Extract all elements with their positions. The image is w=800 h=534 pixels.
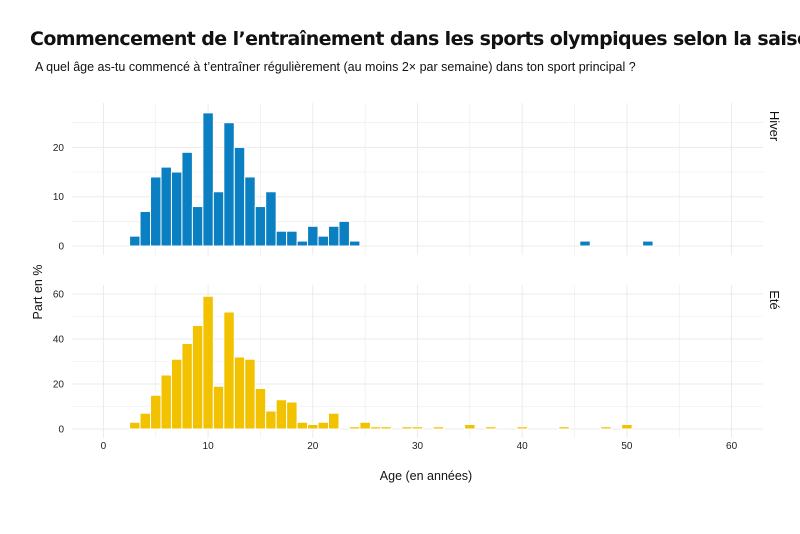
bar: [212, 191, 225, 247]
panel-0: 0 10 20 Hiver: [53, 103, 782, 255]
bar: [139, 210, 152, 247]
bar: [485, 426, 497, 430]
bar: [464, 424, 476, 430]
bar: [348, 240, 361, 247]
bar: [338, 220, 350, 247]
bar: [380, 426, 392, 430]
bar: [191, 206, 204, 247]
bar: [223, 311, 235, 430]
bar: [307, 225, 319, 247]
bar: [244, 176, 256, 247]
chart-subtitle: A quel âge as-tu commencé à t’entraîner …: [35, 60, 636, 74]
bar: [296, 240, 309, 247]
x-tick-label: 0: [101, 441, 107, 452]
x-axis-title: Age (en années): [380, 469, 472, 483]
panels: 0 10 20 Hiver 0 20 40 60 Eté: [53, 103, 782, 438]
bar: [307, 424, 319, 430]
bar: [244, 358, 256, 430]
bar: [150, 394, 162, 430]
bar: [170, 358, 183, 430]
bar: [233, 146, 246, 247]
x-tick-label: 20: [307, 441, 319, 452]
bar: [275, 230, 288, 247]
y-tick-label: 0: [58, 425, 64, 436]
bar: [202, 295, 214, 430]
x-axis: 0 10 20 30 40 50 60: [101, 441, 738, 452]
bar: [150, 176, 162, 247]
bar: [202, 112, 214, 247]
bar: [579, 240, 591, 247]
y-tick-label: 40: [53, 335, 65, 346]
chart-title: Commencement de l’entraînement dans les …: [30, 28, 800, 50]
bar: [317, 421, 330, 430]
bar: [139, 412, 152, 430]
bar: [328, 412, 340, 430]
bar: [265, 191, 277, 247]
bar: [191, 325, 204, 430]
bar: [212, 385, 225, 430]
bar: [359, 421, 371, 430]
bar: [621, 424, 633, 430]
bar: [286, 230, 298, 247]
bar: [160, 374, 172, 430]
bar: [181, 343, 193, 430]
y-tick-label: 60: [53, 290, 65, 301]
bar: [296, 421, 309, 430]
bar: [317, 235, 330, 247]
facet-label: Eté: [767, 290, 782, 310]
x-tick-label: 60: [726, 441, 738, 452]
y-tick-label: 0: [58, 242, 64, 253]
bar: [181, 151, 193, 247]
bar: [254, 388, 267, 430]
bar: [275, 399, 288, 430]
bar: [516, 426, 528, 430]
panel-1: 0 20 40 60 Eté: [53, 285, 782, 438]
bar: [254, 206, 267, 247]
bar: [223, 122, 235, 247]
bar: [233, 356, 246, 430]
bar: [160, 166, 172, 247]
bar: [348, 426, 361, 430]
y-tick-label: 20: [53, 380, 65, 391]
bar: [265, 410, 277, 430]
facet-label: Hiver: [767, 111, 782, 142]
bar: [129, 235, 141, 247]
x-tick-label: 10: [203, 441, 215, 452]
bar: [411, 426, 424, 430]
y-tick-label: 20: [53, 143, 65, 154]
bar: [558, 426, 570, 430]
bar: [286, 401, 298, 430]
x-tick-label: 50: [621, 441, 633, 452]
y-tick-label: 10: [53, 192, 65, 203]
bar: [642, 240, 654, 247]
bar: [170, 171, 183, 247]
bar: [600, 426, 612, 430]
y-axis-title: Part en %: [31, 265, 45, 320]
bar: [328, 225, 340, 247]
bar: [432, 426, 445, 430]
x-tick-label: 30: [412, 441, 424, 452]
bar: [401, 426, 413, 430]
x-tick-label: 40: [517, 441, 529, 452]
bar: [129, 421, 141, 430]
bar: [369, 426, 382, 430]
